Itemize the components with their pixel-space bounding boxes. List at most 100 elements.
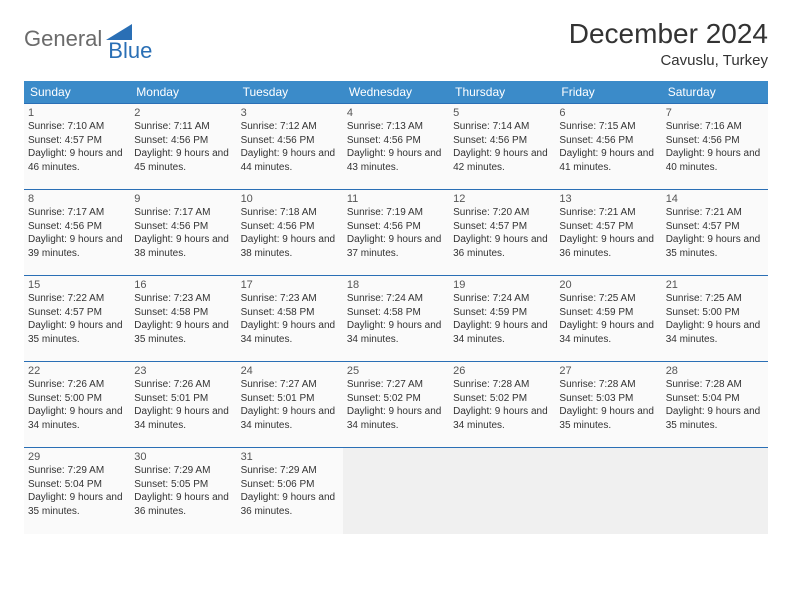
brand-logo: General Blue	[24, 22, 178, 55]
sunset-line: Sunset: 4:57 PM	[666, 220, 764, 234]
daylight-line: Daylight: 9 hours and 34 minutes.	[453, 405, 551, 432]
day-cell: 14Sunrise: 7:21 AMSunset: 4:57 PMDayligh…	[662, 190, 768, 276]
day-cell: 24Sunrise: 7:27 AMSunset: 5:01 PMDayligh…	[237, 362, 343, 448]
day-cell: 11Sunrise: 7:19 AMSunset: 4:56 PMDayligh…	[343, 190, 449, 276]
sunset-line: Sunset: 4:56 PM	[134, 220, 232, 234]
sunrise-line: Sunrise: 7:13 AM	[347, 120, 445, 134]
day-cell: 25Sunrise: 7:27 AMSunset: 5:02 PMDayligh…	[343, 362, 449, 448]
location: Cavuslu, Turkey	[569, 52, 768, 69]
sunrise-line: Sunrise: 7:23 AM	[134, 292, 232, 306]
sunset-line: Sunset: 4:56 PM	[347, 134, 445, 148]
brand-general: General	[24, 26, 102, 52]
day-cell: 23Sunrise: 7:26 AMSunset: 5:01 PMDayligh…	[130, 362, 236, 448]
sunrise-line: Sunrise: 7:21 AM	[559, 206, 657, 220]
week-row: 8Sunrise: 7:17 AMSunset: 4:56 PMDaylight…	[24, 190, 768, 276]
day-number: 18	[347, 279, 445, 291]
sunset-line: Sunset: 4:58 PM	[134, 306, 232, 320]
sunset-line: Sunset: 5:00 PM	[28, 392, 126, 406]
day-cell: 15Sunrise: 7:22 AMSunset: 4:57 PMDayligh…	[24, 276, 130, 362]
brand-blue: Blue	[108, 38, 152, 64]
sunrise-line: Sunrise: 7:29 AM	[134, 464, 232, 478]
sunrise-line: Sunrise: 7:19 AM	[347, 206, 445, 220]
day-number: 30	[134, 451, 232, 463]
sunrise-line: Sunrise: 7:18 AM	[241, 206, 339, 220]
day-cell: 26Sunrise: 7:28 AMSunset: 5:02 PMDayligh…	[449, 362, 555, 448]
sunset-line: Sunset: 4:57 PM	[28, 134, 126, 148]
sunrise-line: Sunrise: 7:28 AM	[453, 378, 551, 392]
sunset-line: Sunset: 4:56 PM	[134, 134, 232, 148]
day-cell: 18Sunrise: 7:24 AMSunset: 4:58 PMDayligh…	[343, 276, 449, 362]
day-cell	[343, 448, 449, 534]
daylight-line: Daylight: 9 hours and 44 minutes.	[241, 147, 339, 174]
day-number: 4	[347, 107, 445, 119]
sunrise-line: Sunrise: 7:22 AM	[28, 292, 126, 306]
day-number: 3	[241, 107, 339, 119]
sunset-line: Sunset: 4:58 PM	[241, 306, 339, 320]
daylight-line: Daylight: 9 hours and 36 minutes.	[559, 233, 657, 260]
day-number: 22	[28, 365, 126, 377]
sunset-line: Sunset: 5:01 PM	[134, 392, 232, 406]
daylight-line: Daylight: 9 hours and 34 minutes.	[134, 405, 232, 432]
daylight-line: Daylight: 9 hours and 36 minutes.	[134, 491, 232, 518]
sunset-line: Sunset: 5:06 PM	[241, 478, 339, 492]
day-number: 11	[347, 193, 445, 205]
sunset-line: Sunset: 4:56 PM	[453, 134, 551, 148]
week-row: 1Sunrise: 7:10 AMSunset: 4:57 PMDaylight…	[24, 104, 768, 190]
sunrise-line: Sunrise: 7:17 AM	[134, 206, 232, 220]
daylight-line: Daylight: 9 hours and 34 minutes.	[453, 319, 551, 346]
sunrise-line: Sunrise: 7:11 AM	[134, 120, 232, 134]
sunset-line: Sunset: 4:57 PM	[453, 220, 551, 234]
daylight-line: Daylight: 9 hours and 34 minutes.	[559, 319, 657, 346]
day-number: 13	[559, 193, 657, 205]
sunset-line: Sunset: 5:03 PM	[559, 392, 657, 406]
day-cell: 30Sunrise: 7:29 AMSunset: 5:05 PMDayligh…	[130, 448, 236, 534]
daylight-line: Daylight: 9 hours and 37 minutes.	[347, 233, 445, 260]
sunset-line: Sunset: 4:57 PM	[559, 220, 657, 234]
weekday-header: Friday	[555, 81, 661, 104]
sunrise-line: Sunrise: 7:20 AM	[453, 206, 551, 220]
day-number: 23	[134, 365, 232, 377]
sunset-line: Sunset: 4:56 PM	[241, 134, 339, 148]
daylight-line: Daylight: 9 hours and 35 minutes.	[559, 405, 657, 432]
daylight-line: Daylight: 9 hours and 38 minutes.	[241, 233, 339, 260]
sunset-line: Sunset: 4:56 PM	[28, 220, 126, 234]
daylight-line: Daylight: 9 hours and 35 minutes.	[666, 405, 764, 432]
day-number: 25	[347, 365, 445, 377]
sunset-line: Sunset: 5:04 PM	[666, 392, 764, 406]
calendar-table: SundayMondayTuesdayWednesdayThursdayFrid…	[24, 81, 768, 534]
day-number: 14	[666, 193, 764, 205]
day-cell	[449, 448, 555, 534]
day-number: 17	[241, 279, 339, 291]
week-row: 15Sunrise: 7:22 AMSunset: 4:57 PMDayligh…	[24, 276, 768, 362]
sunset-line: Sunset: 4:58 PM	[347, 306, 445, 320]
sunset-line: Sunset: 4:57 PM	[28, 306, 126, 320]
weekday-header: Tuesday	[237, 81, 343, 104]
sunrise-line: Sunrise: 7:24 AM	[453, 292, 551, 306]
sunrise-line: Sunrise: 7:27 AM	[241, 378, 339, 392]
sunrise-line: Sunrise: 7:21 AM	[666, 206, 764, 220]
sunset-line: Sunset: 4:59 PM	[453, 306, 551, 320]
daylight-line: Daylight: 9 hours and 39 minutes.	[28, 233, 126, 260]
day-cell: 6Sunrise: 7:15 AMSunset: 4:56 PMDaylight…	[555, 104, 661, 190]
day-cell: 21Sunrise: 7:25 AMSunset: 5:00 PMDayligh…	[662, 276, 768, 362]
day-number: 27	[559, 365, 657, 377]
day-cell: 2Sunrise: 7:11 AMSunset: 4:56 PMDaylight…	[130, 104, 236, 190]
sunset-line: Sunset: 4:56 PM	[347, 220, 445, 234]
sunset-line: Sunset: 4:56 PM	[666, 134, 764, 148]
sunrise-line: Sunrise: 7:25 AM	[559, 292, 657, 306]
daylight-line: Daylight: 9 hours and 46 minutes.	[28, 147, 126, 174]
title-block: December 2024 Cavuslu, Turkey	[569, 18, 768, 69]
daylight-line: Daylight: 9 hours and 45 minutes.	[134, 147, 232, 174]
day-cell: 28Sunrise: 7:28 AMSunset: 5:04 PMDayligh…	[662, 362, 768, 448]
sunrise-line: Sunrise: 7:28 AM	[559, 378, 657, 392]
sunrise-line: Sunrise: 7:27 AM	[347, 378, 445, 392]
day-number: 21	[666, 279, 764, 291]
day-number: 16	[134, 279, 232, 291]
day-number: 9	[134, 193, 232, 205]
sunrise-line: Sunrise: 7:14 AM	[453, 120, 551, 134]
day-number: 7	[666, 107, 764, 119]
day-number: 24	[241, 365, 339, 377]
weekday-header: Wednesday	[343, 81, 449, 104]
day-cell: 5Sunrise: 7:14 AMSunset: 4:56 PMDaylight…	[449, 104, 555, 190]
daylight-line: Daylight: 9 hours and 34 minutes.	[241, 405, 339, 432]
